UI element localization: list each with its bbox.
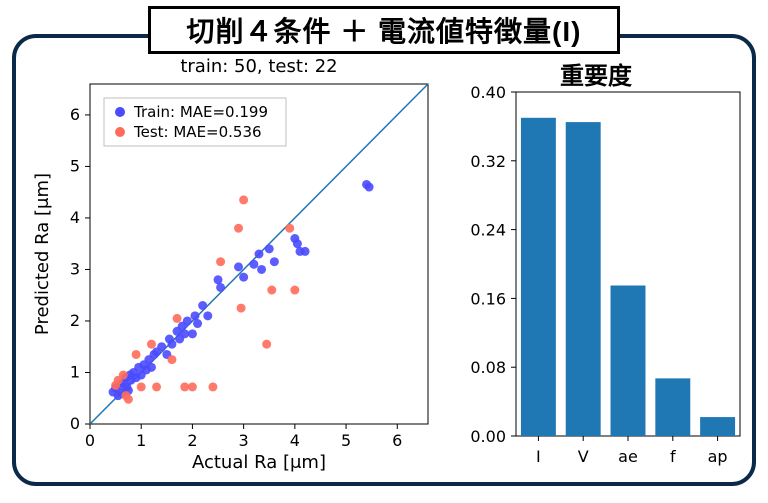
svg-text:ap: ap — [708, 447, 728, 466]
svg-text:I: I — [536, 447, 541, 466]
bar-chart: 0.00 0.08 0.16 0.24 0.32 0.40 I Vae f ap — [458, 84, 748, 476]
svg-text:f: f — [670, 447, 676, 466]
svg-text:0.00: 0.00 — [470, 427, 506, 446]
svg-text:2: 2 — [187, 431, 197, 450]
svg-text:0.40: 0.40 — [470, 84, 506, 102]
svg-text:4: 4 — [290, 431, 300, 450]
scatter-chart: 0 1 2 3 4 5 6 0 1 2 3 4 5 6 Actual Ra [μm] Predicted Ra… — [30, 56, 438, 476]
svg-text:0: 0 — [70, 414, 80, 433]
header-title: 切削４条件 ＋ 電流値特徴量(I) — [187, 10, 582, 50]
svg-text:ae: ae — [618, 447, 638, 466]
svg-text:6: 6 — [392, 431, 402, 450]
svg-text:Train: MAE=0.199: Train: MAE=0.199 — [133, 103, 268, 121]
svg-text:Test: MAE=0.536: Test: MAE=0.536 — [133, 123, 262, 141]
svg-text:4: 4 — [70, 208, 80, 227]
bar-svg: 0.00 0.08 0.16 0.24 0.32 0.40 I Vae f ap — [458, 84, 748, 476]
svg-text:0.32: 0.32 — [470, 152, 506, 171]
scatter-svg: 0 1 2 3 4 5 6 0 1 2 3 4 5 6 Actual Ra [μm] Predicted Ra… — [30, 56, 438, 476]
svg-text:3: 3 — [70, 259, 80, 278]
svg-text:1: 1 — [70, 362, 80, 381]
svg-text:0: 0 — [85, 431, 95, 450]
svg-text:V: V — [578, 447, 589, 466]
svg-text:0.08: 0.08 — [470, 358, 506, 377]
svg-text:6: 6 — [70, 105, 80, 124]
svg-text:Actual Ra [μm]: Actual Ra [μm] — [192, 452, 326, 473]
svg-text:train: 50, test: 22: train: 50, test: 22 — [180, 56, 337, 77]
svg-text:Predicted Ra [μm]: Predicted Ra [μm] — [32, 173, 53, 335]
svg-text:2: 2 — [70, 311, 80, 330]
svg-text:0.16: 0.16 — [470, 289, 506, 308]
header-title-box: 切削４条件 ＋ 電流値特徴量(I) — [148, 6, 620, 54]
svg-text:0.24: 0.24 — [470, 221, 506, 240]
svg-text:3: 3 — [239, 431, 249, 450]
svg-text:5: 5 — [341, 431, 351, 450]
svg-text:1: 1 — [136, 431, 146, 450]
svg-text:5: 5 — [70, 156, 80, 175]
